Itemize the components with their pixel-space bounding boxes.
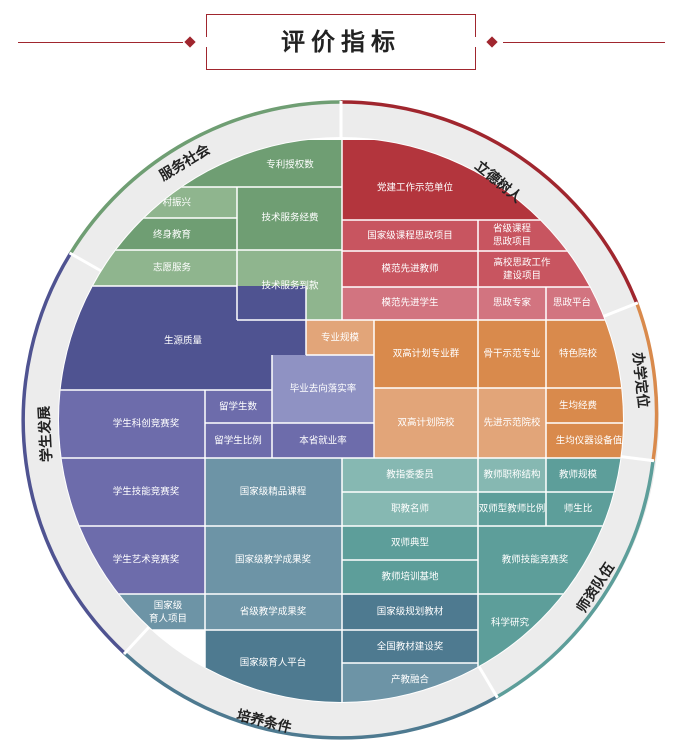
arc-xuesheng bbox=[21, 252, 126, 655]
cell-mofan-xuesheng bbox=[342, 287, 478, 320]
header: 评价指标 bbox=[0, 0, 689, 80]
label-keyan: 科学研究 bbox=[491, 617, 530, 629]
cell-xianjin bbox=[478, 388, 546, 458]
ring-dividers bbox=[68, 101, 655, 699]
cell-shengyuan bbox=[59, 286, 306, 390]
cell-shengjun-yiqi bbox=[546, 423, 623, 458]
cell-peixun bbox=[342, 560, 478, 594]
cell-jineng-xs bbox=[59, 458, 205, 526]
cell-jiaoxue-sheng bbox=[205, 594, 342, 630]
label-zhicheng: 教师职称结构 bbox=[483, 469, 540, 481]
label-liuxue-shu: 留学生数 bbox=[219, 401, 258, 413]
segment-label-banxue: 办学定位 bbox=[629, 351, 652, 408]
label-zhuanli: 专利授权数 bbox=[266, 159, 314, 171]
cell-shuangshi-bili bbox=[478, 492, 546, 526]
label-guihua: 国家级规划教材 bbox=[377, 606, 444, 618]
label-jishu-daokuan: 技术服务到款 bbox=[261, 280, 319, 292]
label-jiaoxue-sheng: 省级教学成果奖 bbox=[240, 606, 307, 618]
segment-label-xuesheng: 学生发展 bbox=[36, 406, 56, 463]
cell-benxing bbox=[272, 423, 374, 458]
arc-peiyang bbox=[123, 652, 498, 740]
label-peixun: 教师培训基地 bbox=[381, 571, 439, 583]
label-benxing: 本省就业率 bbox=[299, 435, 347, 447]
cell-biye bbox=[272, 355, 374, 423]
cell-shuangshi-dian bbox=[342, 526, 478, 560]
label-shuanggao-yuan: 双高计划院校 bbox=[397, 417, 455, 429]
label-jiaoshi-guimo: 教师规模 bbox=[559, 469, 598, 481]
label-dangjian: 党建工作示范单位 bbox=[377, 182, 454, 194]
label-chanjiao: 产教融合 bbox=[391, 674, 430, 686]
label-yuren-xm-1: 国家级 bbox=[154, 600, 183, 612]
header-line-left bbox=[18, 42, 183, 43]
label-jiaoxue-guo: 国家级教学成果奖 bbox=[235, 554, 312, 566]
label-shuanggao-qun: 双高计划专业群 bbox=[393, 348, 460, 360]
label-shengshibi: 师生比 bbox=[564, 503, 593, 515]
label-gaoxiao-sizheng-1: 高校思政工作 bbox=[493, 257, 551, 269]
label-xianjin: 先进示范院校 bbox=[483, 417, 541, 429]
label-shengji-sizheng-1: 省级课程 bbox=[493, 223, 532, 235]
cell-shengjun-jingfei bbox=[546, 388, 623, 423]
label-tese: 特色院校 bbox=[559, 348, 598, 360]
cell-jingpin bbox=[205, 458, 342, 526]
cell-jiaocai bbox=[342, 630, 478, 663]
label-yuren-xm-2: 育人项目 bbox=[149, 613, 187, 625]
label-shengyuan: 生源质量 bbox=[164, 335, 203, 347]
cell-shuanggao-yuan bbox=[374, 388, 478, 458]
arc-banxue bbox=[635, 302, 659, 461]
label-shengjun-yiqi: 生均仪器设备值 bbox=[556, 435, 623, 447]
label-jineng-xs: 学生技能竞赛奖 bbox=[113, 486, 180, 498]
label-zhuanye-guimo: 专业规模 bbox=[321, 332, 360, 344]
segment-arcs bbox=[21, 100, 659, 740]
cell-jishu-jingfei bbox=[237, 187, 342, 250]
cell-liuxue-shu bbox=[205, 390, 272, 423]
cell-zhicheng bbox=[478, 458, 546, 492]
label-guojia-sizheng: 国家级课程思政项目 bbox=[367, 230, 453, 242]
cell-mingshi bbox=[342, 492, 478, 526]
label-yuren-pt: 国家级育人平台 bbox=[240, 657, 307, 669]
label-kechuang: 学生科创竞赛奖 bbox=[113, 418, 180, 430]
header-line-right bbox=[503, 42, 665, 43]
cell-shuanggao-qun bbox=[374, 320, 478, 388]
cell-jiaoshi-guimo bbox=[546, 458, 623, 492]
label-sizheng-pingtai: 思政平台 bbox=[553, 297, 591, 309]
label-zhongshen: 终身教育 bbox=[153, 229, 191, 241]
cell-mofan-jiaoshi bbox=[342, 251, 478, 287]
cell-gugan bbox=[478, 320, 546, 388]
label-zhiyuan: 志愿服务 bbox=[153, 262, 192, 274]
label-shengji-sizheng-2: 思政项目 bbox=[493, 236, 531, 248]
cell-jiaozhi bbox=[342, 458, 478, 492]
label-jiaocai: 全国教材建设奖 bbox=[377, 641, 444, 653]
label-shuangshi-bili: 双师型教师比例 bbox=[479, 503, 546, 515]
arc-shizi bbox=[496, 460, 655, 699]
label-biye: 毕业去向落实率 bbox=[290, 383, 357, 395]
cell-liuxue-bili bbox=[205, 423, 272, 458]
label-jishu-jingfei: 技术服务经费 bbox=[261, 212, 318, 224]
label-jingpin: 国家级精品课程 bbox=[240, 486, 307, 498]
label-jiaozhi: 教指委委员 bbox=[386, 469, 434, 481]
cell-zhuanye-guimo bbox=[306, 320, 374, 355]
cell-jiaoxue-guo bbox=[205, 526, 342, 594]
label-mofan-jiaoshi: 模范先进教师 bbox=[381, 263, 438, 275]
label-shengjun-jingfei: 生均经费 bbox=[559, 400, 597, 412]
title-frame bbox=[201, 14, 481, 70]
label-yishu: 学生艺术竞赛奖 bbox=[113, 554, 180, 566]
label-gugan: 骨干示范专业 bbox=[483, 348, 540, 360]
label-shuangshi-dian: 双师典型 bbox=[391, 537, 430, 549]
label-sizheng-zhuanjia: 思政专家 bbox=[493, 297, 532, 309]
arc-lide bbox=[340, 100, 639, 304]
cell-kechuang bbox=[59, 390, 205, 458]
label-jineng-js: 教师技能竞赛奖 bbox=[502, 554, 569, 566]
label-mofan-xuesheng: 模范先进学生 bbox=[381, 297, 439, 309]
cell-sizheng-zhuanjia bbox=[478, 287, 546, 320]
cell-guihua bbox=[342, 594, 478, 630]
label-mingshi: 职教名师 bbox=[391, 503, 429, 515]
cell-guojia-sizheng bbox=[342, 220, 478, 251]
arc-fuwu bbox=[69, 100, 342, 255]
label-gaoxiao-sizheng-2: 建设项目 bbox=[503, 270, 541, 282]
page-title: 评价指标 bbox=[281, 28, 401, 56]
label-liuxue-bili: 留学生比例 bbox=[214, 435, 262, 447]
